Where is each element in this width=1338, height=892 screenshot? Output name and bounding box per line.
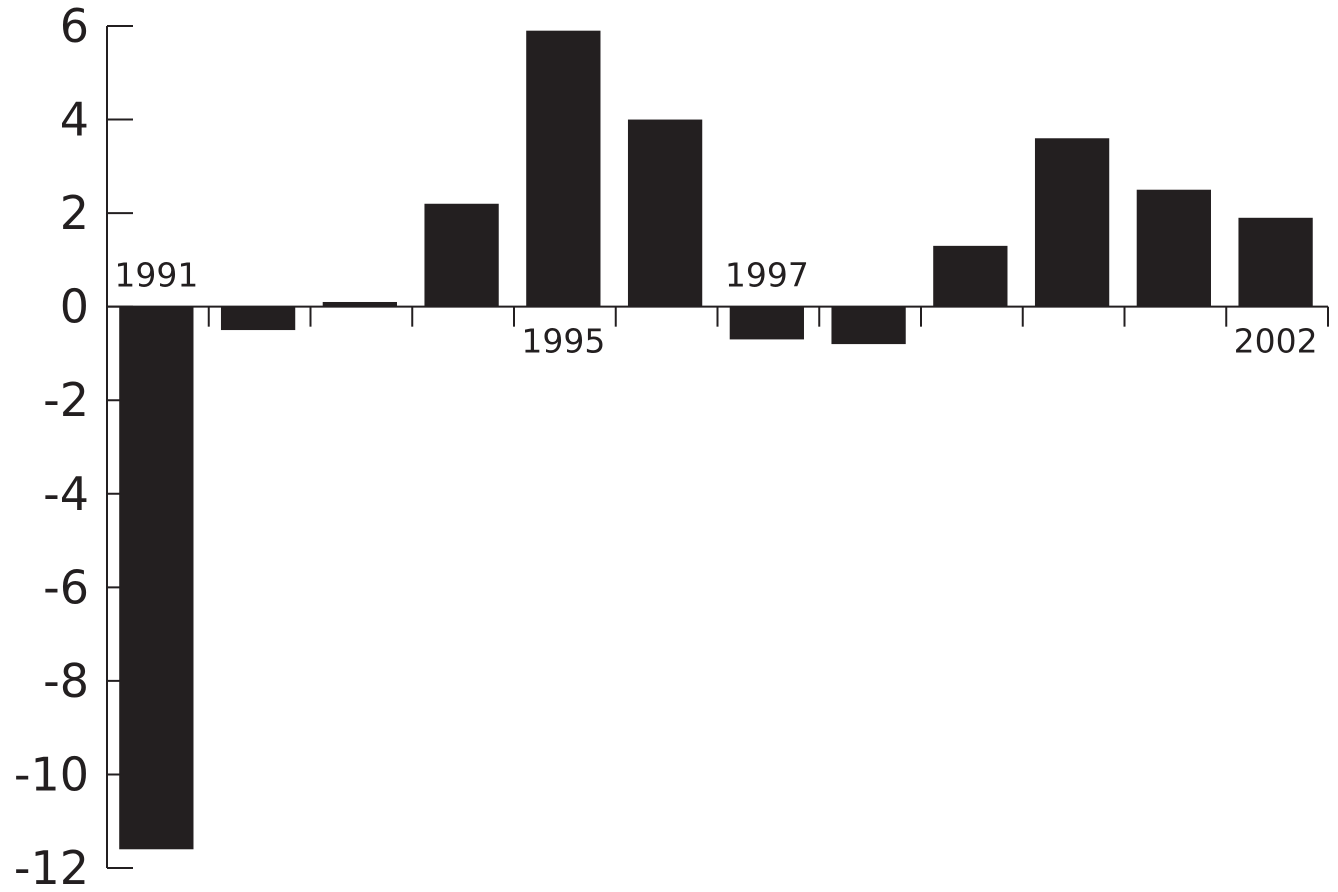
bar-1997 — [729, 306, 804, 340]
bar-1992 — [220, 306, 296, 331]
x-axis: 1991 1995 1997 2002 — [107, 256, 1329, 361]
bar-1991 — [119, 306, 194, 850]
bar-1996 — [627, 119, 703, 307]
bar-1999 — [933, 245, 1008, 307]
bar-2002 — [1238, 217, 1313, 307]
bar-1994 — [424, 203, 499, 307]
x-tick-label-1991: 1991 — [114, 256, 198, 295]
x-tick-label-1997: 1997 — [725, 256, 809, 295]
bar-1998 — [831, 306, 906, 345]
y-tick-label: 6 — [60, 0, 89, 53]
y-tick-label: -4 — [43, 467, 89, 521]
y-tick-label: -10 — [14, 747, 89, 801]
bar-2000 — [1034, 138, 1110, 307]
bar-1993 — [322, 301, 397, 307]
y-tick-label: 4 — [60, 93, 89, 147]
bar-1995 — [526, 30, 601, 307]
x-tick-label-2002: 2002 — [1234, 322, 1318, 361]
x-tick-label-1995: 1995 — [521, 322, 605, 361]
y-tick-label: -12 — [14, 841, 89, 892]
y-tick-label: -6 — [43, 560, 89, 614]
y-tick-label: 0 — [60, 280, 89, 334]
bars — [119, 30, 1313, 850]
y-axis: 6 4 2 0 -2 -4 -6 -8 -10 -12 — [14, 0, 133, 892]
y-tick-label: -8 — [43, 654, 89, 708]
bar-2001 — [1136, 189, 1211, 307]
y-tick-label: 2 — [60, 186, 89, 240]
y-tick-label: -2 — [43, 373, 89, 427]
